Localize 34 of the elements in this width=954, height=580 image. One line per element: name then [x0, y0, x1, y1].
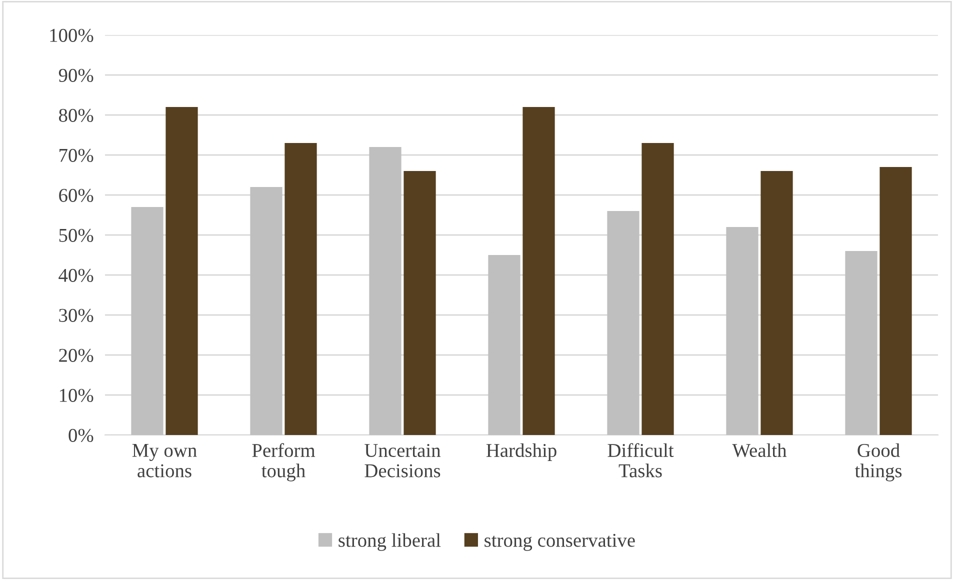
x-tick-label: Uncertain Decisions [364, 444, 441, 478]
x-tick-label: Wealth [732, 443, 787, 458]
bar [760, 171, 793, 435]
x-tick-label: Good things [854, 443, 902, 482]
y-tick-label: 100% [50, 28, 94, 42]
x-tick-label: Difficult Tasks [608, 443, 674, 478]
bar [166, 107, 198, 435]
y-tick-label: 10% [60, 388, 94, 402]
y-tick-label: 20% [59, 348, 94, 362]
x-tick-label: Hardship [486, 443, 556, 461]
y-tick-label: 0% [68, 428, 94, 442]
bar [522, 107, 555, 435]
bar [250, 187, 282, 435]
bar [284, 143, 317, 435]
legend-label: strong conservative [484, 534, 635, 551]
y-tick-label: 60% [59, 188, 94, 202]
y-tick-label: 70% [60, 148, 94, 162]
bar [642, 143, 674, 435]
y-tick-label: 90% [58, 68, 94, 82]
bar [488, 255, 520, 435]
bar [369, 147, 402, 435]
x-tick-label: My own actions [132, 444, 197, 478]
bar [880, 167, 912, 435]
legend-label: strong liberal [338, 533, 441, 551]
bar [845, 251, 878, 435]
y-tick-label: 80% [58, 108, 94, 122]
bar [726, 227, 758, 435]
y-tick-label: 30% [59, 308, 94, 322]
y-tick-label: 40% [58, 268, 94, 282]
bar [607, 211, 640, 435]
y-tick-label: 50% [59, 228, 94, 242]
bar [404, 171, 436, 435]
bar [131, 207, 164, 435]
x-tick-label: Perform tough [252, 443, 316, 482]
